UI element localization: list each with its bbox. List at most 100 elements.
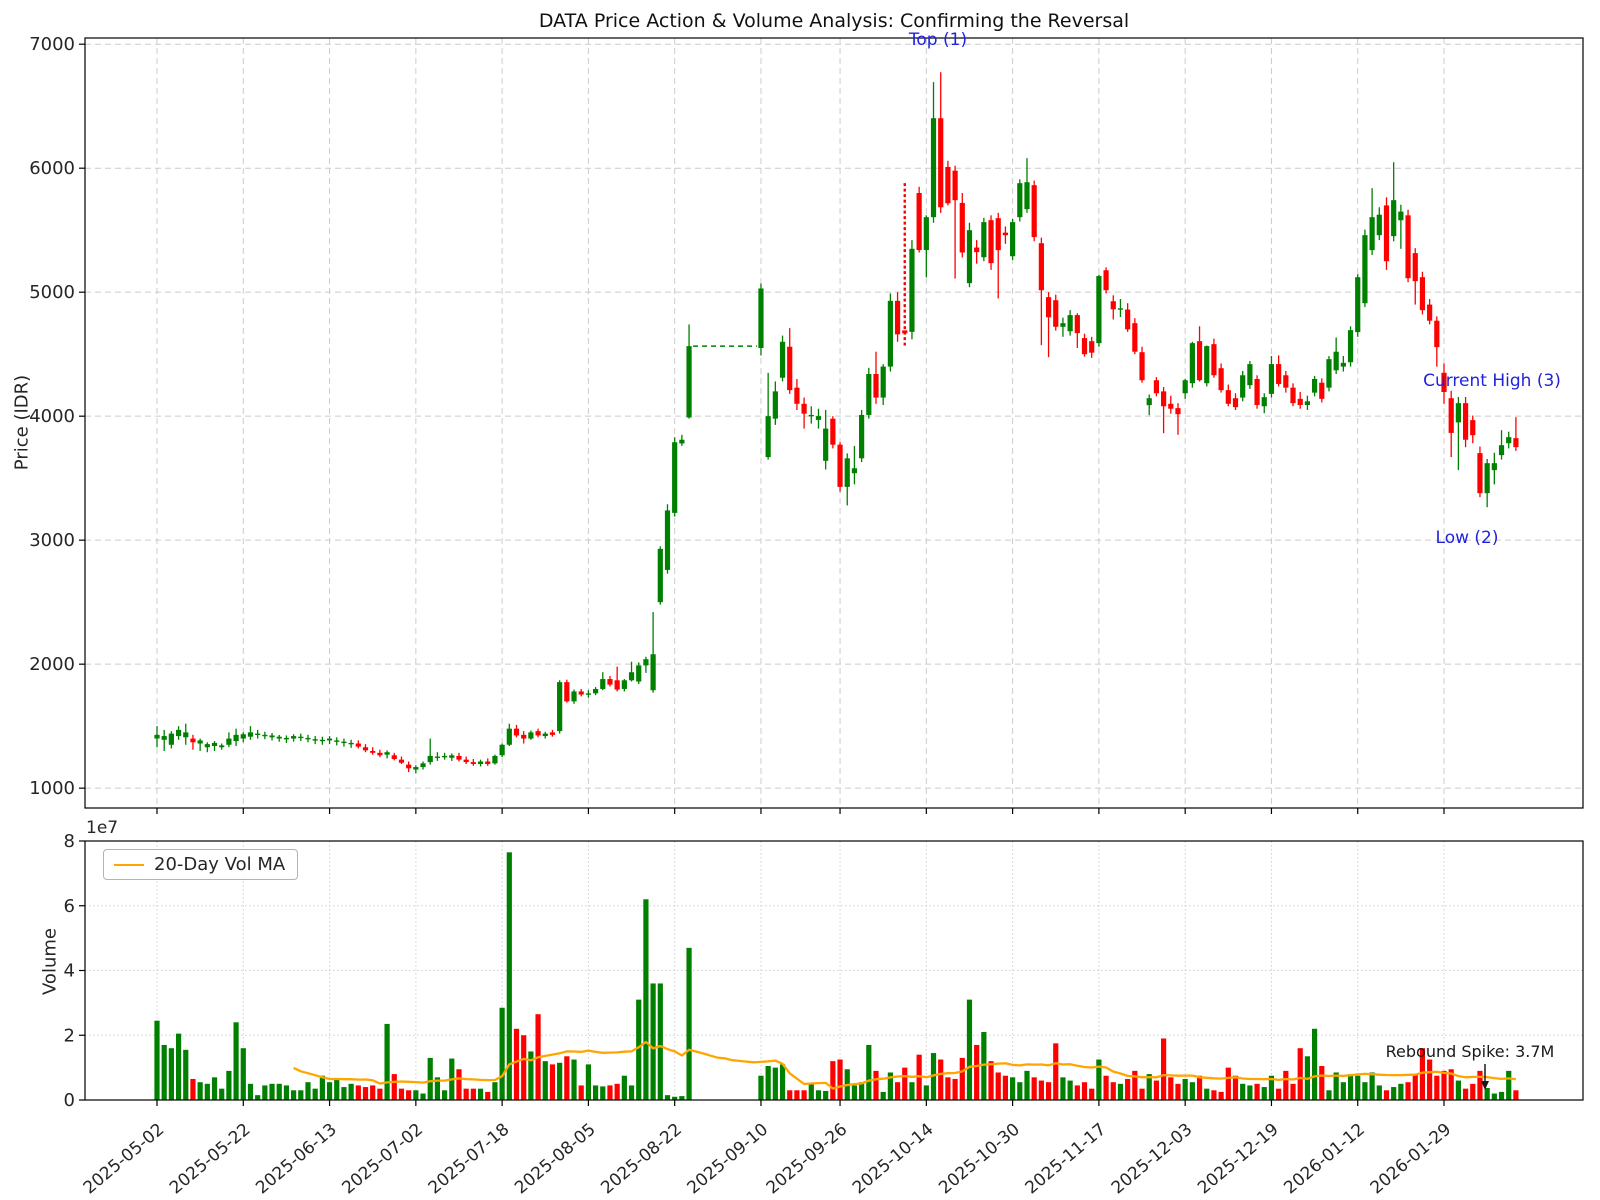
volume-bar <box>952 1078 958 1100</box>
volume-bar <box>269 1083 275 1100</box>
candle-body <box>1168 403 1174 409</box>
volume-bar <box>549 1064 556 1100</box>
volume-bar <box>1110 1082 1116 1100</box>
volume-bar <box>528 1051 534 1100</box>
candle-body <box>916 192 922 251</box>
volume-bar <box>1311 1028 1318 1100</box>
candle-body <box>1513 438 1519 448</box>
volume-bar <box>686 947 692 1100</box>
volume-bar <box>981 1032 987 1100</box>
x-tick-label: 2025-10-14 <box>849 1120 938 1199</box>
candle-body <box>262 734 268 737</box>
candle-body <box>298 736 304 739</box>
volume-bar <box>1189 1082 1195 1100</box>
candle-body <box>485 761 491 764</box>
candle-body <box>247 732 254 737</box>
candle-body <box>686 346 692 418</box>
candle-body <box>226 738 232 745</box>
candle-body <box>571 691 577 702</box>
candle-body <box>1067 315 1073 332</box>
volume-bar <box>154 1020 160 1100</box>
candle-body <box>521 734 527 739</box>
volume-bar <box>1326 1090 1332 1100</box>
volume-bar <box>1017 1082 1023 1100</box>
candle-body <box>672 442 678 513</box>
candle-body <box>1455 403 1461 423</box>
volume-bar <box>161 1044 167 1100</box>
candle-body <box>456 755 462 760</box>
volume-bar <box>909 1082 915 1100</box>
volume-bar <box>542 1061 548 1100</box>
volume-bar <box>945 1077 951 1100</box>
candle-body <box>291 736 297 739</box>
price-tick-label: 1000 <box>29 778 75 799</box>
candle-body <box>391 755 397 760</box>
volume-bar <box>391 1074 397 1100</box>
volume-bar <box>1419 1048 1426 1100</box>
candle-body <box>161 736 167 740</box>
volume-bar <box>1319 1066 1325 1100</box>
candle-body <box>1196 341 1203 381</box>
x-tick-label: 2025-08-05 <box>511 1120 600 1199</box>
candle-body <box>1089 341 1095 353</box>
candle-body <box>1139 352 1145 381</box>
candle-body <box>1319 382 1325 399</box>
price-tick-label: 6000 <box>29 158 75 179</box>
candle-body <box>1161 391 1167 407</box>
candle-body <box>355 743 361 747</box>
volume-bar <box>1283 1070 1289 1100</box>
legend: 20-Day Vol MA <box>103 849 299 880</box>
candle-body <box>1355 277 1361 333</box>
volume-tick-label: 0 <box>64 1090 75 1111</box>
volume-bar <box>1117 1083 1124 1100</box>
candle-body <box>341 741 347 744</box>
candle-body <box>930 118 937 218</box>
candle-body <box>283 737 290 740</box>
candle-body <box>233 734 239 742</box>
volume-bar <box>1060 1077 1066 1100</box>
volume-bar <box>283 1085 290 1100</box>
volume-bar <box>1362 1082 1368 1100</box>
volume-bar <box>168 1048 174 1100</box>
volume-bar <box>1247 1085 1253 1100</box>
x-tick-label: 2026-01-29 <box>1367 1120 1456 1199</box>
candle-body <box>190 738 196 743</box>
candle-body <box>1383 205 1390 262</box>
volume-bar <box>966 999 973 1100</box>
candle-body <box>348 742 354 745</box>
candle-body <box>449 755 455 758</box>
volume-ma-line <box>293 1040 1517 1090</box>
volume-bar <box>406 1090 412 1100</box>
candle-body <box>1477 453 1483 494</box>
candle-body <box>1491 463 1497 471</box>
candle-body <box>1175 408 1181 415</box>
volume-bar <box>1002 1075 1009 1100</box>
candle-body <box>1060 323 1066 327</box>
volume-bar <box>1340 1082 1346 1100</box>
annotation-arrowhead <box>1481 1081 1489 1090</box>
volume-bar <box>1470 1083 1476 1100</box>
candle-body <box>1182 380 1188 394</box>
candle-body <box>1405 215 1411 279</box>
candle-body <box>1204 346 1210 384</box>
volume-bar <box>621 1075 627 1100</box>
volume-bar <box>1182 1078 1188 1100</box>
candle-body <box>305 737 311 740</box>
candle-body <box>1376 214 1382 236</box>
annotation-current-high: Current High (3) <box>1423 371 1561 391</box>
volume-bar <box>1462 1088 1469 1100</box>
volume-bar <box>190 1078 196 1100</box>
volume-bar <box>1254 1083 1260 1100</box>
candle-body <box>1434 320 1440 348</box>
volume-bar <box>1376 1085 1382 1100</box>
volume-bar <box>650 983 656 1100</box>
candle-body <box>219 745 225 748</box>
volume-bar <box>1290 1083 1296 1100</box>
volume-bar <box>1067 1080 1073 1100</box>
x-tick-label: 2025-12-19 <box>1194 1120 1283 1199</box>
volume-bar <box>995 1072 1001 1100</box>
candle-body <box>1261 397 1267 407</box>
candle-body <box>1470 420 1476 436</box>
volume-bar <box>1211 1090 1217 1100</box>
candle-body <box>1283 375 1289 388</box>
